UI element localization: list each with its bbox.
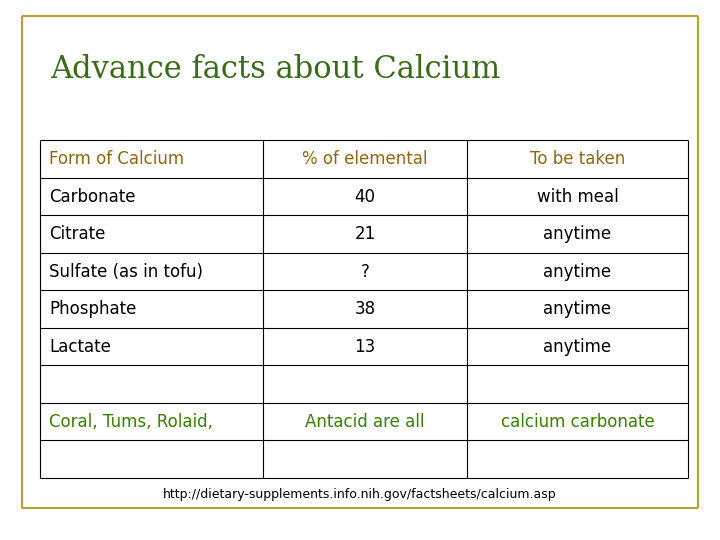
Text: Citrate: Citrate bbox=[49, 225, 105, 243]
Text: http://dietary-supplements.info.nih.gov/factsheets/calcium.asp: http://dietary-supplements.info.nih.gov/… bbox=[163, 488, 557, 501]
Text: Coral, Tums, Rolaid,: Coral, Tums, Rolaid, bbox=[49, 413, 213, 431]
Text: Carbonate: Carbonate bbox=[49, 187, 135, 206]
Text: Form of Calcium: Form of Calcium bbox=[49, 150, 184, 168]
Text: Antacid are all: Antacid are all bbox=[305, 413, 425, 431]
Text: 40: 40 bbox=[355, 187, 376, 206]
Text: % of elemental: % of elemental bbox=[302, 150, 428, 168]
Text: 13: 13 bbox=[354, 338, 376, 356]
Text: ?: ? bbox=[361, 262, 369, 281]
Text: Phosphate: Phosphate bbox=[49, 300, 136, 318]
Text: anytime: anytime bbox=[544, 300, 611, 318]
Text: 38: 38 bbox=[355, 300, 376, 318]
Text: 21: 21 bbox=[354, 225, 376, 243]
Text: with meal: with meal bbox=[536, 187, 618, 206]
Text: Lactate: Lactate bbox=[49, 338, 111, 356]
Text: anytime: anytime bbox=[544, 262, 611, 281]
Text: Advance facts about Calcium: Advance facts about Calcium bbox=[50, 54, 500, 85]
Text: anytime: anytime bbox=[544, 338, 611, 356]
Text: anytime: anytime bbox=[544, 225, 611, 243]
Text: Sulfate (as in tofu): Sulfate (as in tofu) bbox=[49, 262, 203, 281]
Text: To be taken: To be taken bbox=[530, 150, 625, 168]
Text: calcium carbonate: calcium carbonate bbox=[500, 413, 654, 431]
